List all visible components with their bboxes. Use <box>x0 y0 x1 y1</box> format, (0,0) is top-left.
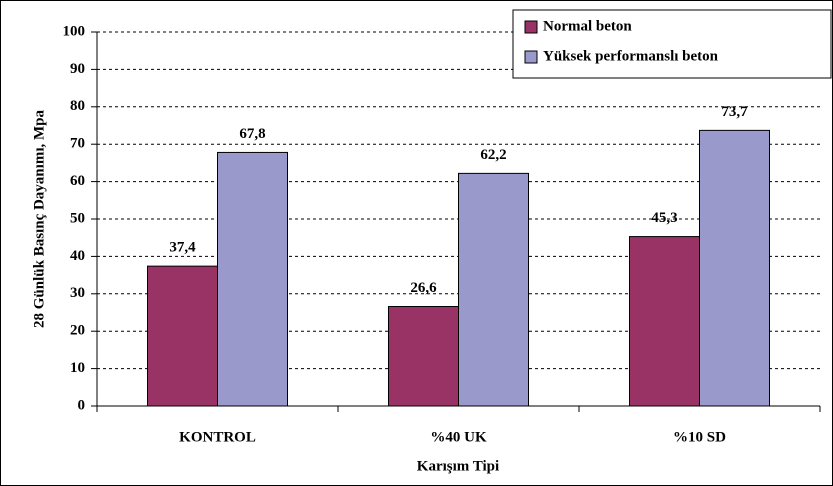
y-tick-label: 20 <box>70 323 85 339</box>
y-axis-label: 28 Günlük Basınç Dayanımı, Mpa <box>31 110 47 328</box>
y-tick-label: 40 <box>70 248 85 264</box>
x-tick-label: %40 UK <box>430 429 487 445</box>
bar <box>699 129 770 407</box>
x-axis-label: Karışım Tipi <box>417 458 499 474</box>
value-label: 73,7 <box>721 104 748 120</box>
y-tick-label: 50 <box>70 210 85 226</box>
legend <box>512 9 832 79</box>
legend-swatch <box>524 50 538 64</box>
bar <box>629 236 700 407</box>
y-tick-label: 60 <box>70 173 85 189</box>
legend-label: Yüksek performanslı beton <box>543 48 719 64</box>
y-tick-label: 70 <box>70 136 85 152</box>
value-label: 45,3 <box>651 210 677 226</box>
value-label: 62,2 <box>480 147 506 163</box>
bar <box>458 172 529 407</box>
bar <box>388 306 459 407</box>
legend-swatch <box>524 20 538 34</box>
x-tick-label: %10 SD <box>673 429 726 445</box>
y-tick-label: 80 <box>70 98 85 114</box>
value-label: 26,6 <box>410 280 437 296</box>
bar <box>217 151 288 407</box>
y-tick-label: 90 <box>70 61 85 77</box>
y-tick-label: 10 <box>70 360 85 376</box>
bar <box>147 265 218 407</box>
value-label: 67,8 <box>239 126 265 142</box>
y-tick-label: 30 <box>70 285 85 301</box>
value-label: 37,4 <box>169 240 196 256</box>
x-tick-label: KONTROL <box>179 429 256 445</box>
y-tick-label: 100 <box>63 23 86 39</box>
legend-label: Normal beton <box>543 18 632 34</box>
y-tick-label: 0 <box>78 397 86 413</box>
